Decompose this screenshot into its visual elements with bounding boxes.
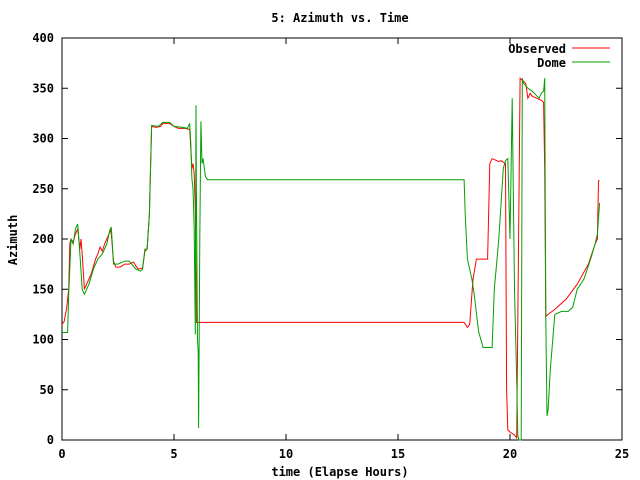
x-tick-label: 15 [391,447,405,461]
series-layer [61,77,601,441]
y-tick-label: 50 [40,383,54,397]
series-line-dome [62,78,601,441]
x-tick-label: 0 [58,447,65,461]
series-line-observed [61,77,600,440]
y-tick-label: 400 [32,31,54,45]
y-tick-label: 0 [47,433,54,447]
legend-label-observed: Observed [508,42,566,56]
y-tick-label: 250 [32,182,54,196]
chart-title: 5: Azimuth vs. Time [271,11,408,25]
legend: Observed Dome [508,42,610,70]
x-tick-label: 10 [279,447,293,461]
y-tick-label: 350 [32,81,54,95]
x-tick-label: 25 [615,447,629,461]
y-tick-label: 200 [32,232,54,246]
x-tick-label: 20 [503,447,517,461]
x-tick-label: 5 [170,447,177,461]
y-tick-label: 100 [32,333,54,347]
legend-label-dome: Dome [537,56,566,70]
x-axis-label: time (Elapse Hours) [271,465,408,479]
y-tick-label: 300 [32,132,54,146]
y-tick-label: 150 [32,282,54,296]
y-axis-label: Azimuth [6,215,20,266]
